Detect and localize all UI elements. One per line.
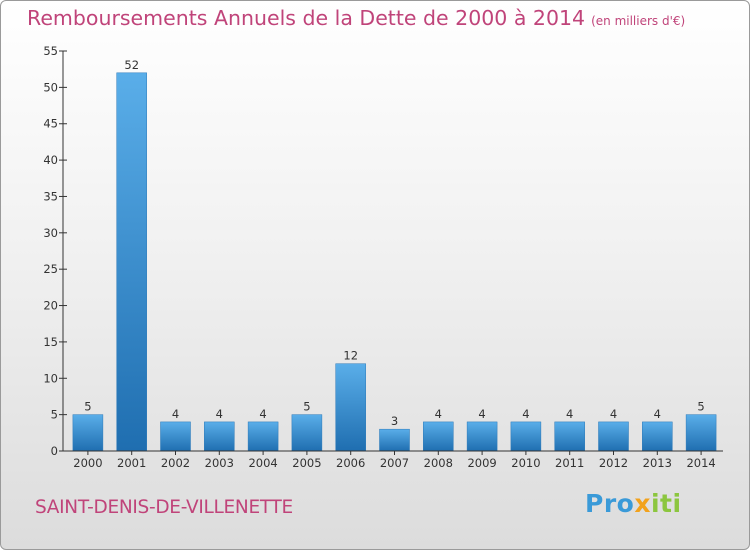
bar-2012 [598, 421, 629, 452]
bar-2005 [291, 414, 323, 452]
y-tick-label-55: 55 [43, 44, 58, 58]
x-tick-label-2013: 2013 [643, 456, 672, 470]
chart-title-text: Remboursements Annuels de la Dette de 20… [27, 6, 586, 30]
data-label-2005: 5 [303, 400, 310, 414]
data-label-2014: 5 [697, 400, 704, 414]
y-tick-label-20: 20 [43, 299, 58, 313]
bar-2006 [335, 363, 366, 452]
x-tick-label-2010: 2010 [511, 456, 540, 470]
bar-2014 [685, 414, 717, 452]
bar-2003 [204, 421, 235, 452]
bar-2000 [72, 414, 104, 452]
data-label-2004: 4 [259, 407, 266, 421]
y-tick-label-25: 25 [43, 262, 58, 276]
logo-part-3: iti [650, 489, 682, 518]
bar-2002 [160, 421, 191, 452]
data-label-2013: 4 [654, 407, 661, 421]
x-tick-label-2002: 2002 [161, 456, 190, 470]
chart-title: Remboursements Annuels de la Dette de 20… [27, 6, 685, 30]
commune-name: SAINT-DENIS-DE-VILLENETTE [35, 497, 293, 518]
y-tick-label-50: 50 [43, 80, 58, 94]
data-label-2008: 4 [435, 407, 442, 421]
logo-part-2: x [634, 489, 651, 518]
x-tick-label-2006: 2006 [336, 456, 365, 470]
x-tick-label-2005: 2005 [292, 456, 321, 470]
data-label-2007: 3 [391, 414, 398, 428]
logo-part-1: Pro [585, 489, 635, 518]
bar-2011 [554, 421, 585, 452]
x-tick-label-2012: 2012 [599, 456, 628, 470]
data-label-2012: 4 [610, 407, 617, 421]
y-tick-label-15: 15 [43, 335, 58, 349]
bar-2001 [116, 72, 147, 452]
data-label-2010: 4 [522, 407, 529, 421]
data-label-2006: 12 [343, 349, 358, 363]
data-label-2009: 4 [478, 407, 485, 421]
bar-2013 [642, 421, 673, 452]
x-tick-label-2000: 2000 [73, 456, 102, 470]
x-tick-label-2014: 2014 [686, 456, 715, 470]
x-tick-label-2011: 2011 [555, 456, 584, 470]
data-label-2000: 5 [84, 400, 91, 414]
x-tick-label-2007: 2007 [380, 456, 409, 470]
x-tick-label-2008: 2008 [424, 456, 453, 470]
x-tick-label-2003: 2003 [205, 456, 234, 470]
data-label-2003: 4 [216, 407, 223, 421]
x-tick-label-2004: 2004 [248, 456, 277, 470]
y-tick-label-45: 45 [43, 117, 58, 131]
y-tick-label-30: 30 [43, 226, 58, 240]
bar-2004 [247, 421, 279, 452]
x-tick-label-2001: 2001 [117, 456, 146, 470]
bar-2009 [466, 421, 498, 452]
y-tick-label-10: 10 [43, 371, 58, 385]
bar-2008 [423, 421, 454, 452]
y-tick-label-40: 40 [43, 153, 58, 167]
data-label-2001: 52 [124, 58, 139, 72]
chart-unit: (en milliers d'€) [591, 14, 686, 28]
data-label-2002: 4 [172, 407, 179, 421]
bar-2010 [510, 421, 542, 452]
proxiti-logo: Proxiti [585, 489, 682, 518]
bar-2007 [379, 428, 410, 452]
x-tick-label-2009: 2009 [467, 456, 496, 470]
y-tick-label-0: 0 [51, 444, 58, 458]
data-label-2011: 4 [566, 407, 573, 421]
y-tick-label-5: 5 [51, 408, 58, 422]
y-tick-label-35: 35 [43, 189, 58, 203]
